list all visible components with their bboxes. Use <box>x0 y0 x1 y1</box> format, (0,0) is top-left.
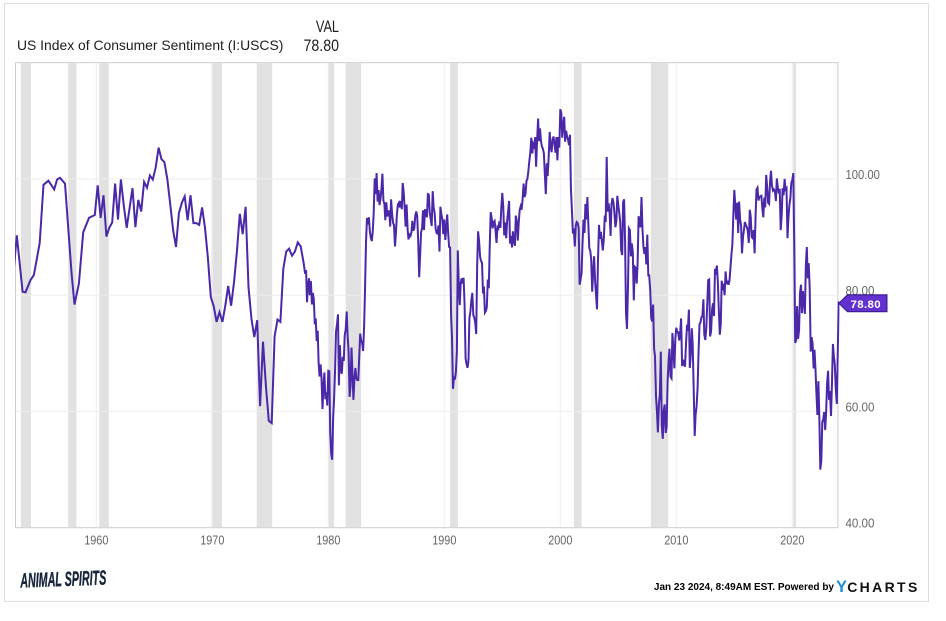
svg-text:1960: 1960 <box>84 533 108 548</box>
svg-text:ANIMAL SPIRITS: ANIMAL SPIRITS <box>19 567 106 593</box>
svg-text:60.00: 60.00 <box>846 399 875 414</box>
svg-text:1980: 1980 <box>316 533 340 548</box>
svg-text:2020: 2020 <box>780 533 804 548</box>
svg-text:2000: 2000 <box>548 533 572 548</box>
svg-text:40.00: 40.00 <box>846 516 875 531</box>
svg-text:2010: 2010 <box>664 533 688 548</box>
svg-text:1990: 1990 <box>432 533 456 548</box>
svg-text:1970: 1970 <box>200 533 224 548</box>
svg-text:78.80: 78.80 <box>851 299 882 311</box>
svg-text:100.00: 100.00 <box>846 167 880 182</box>
